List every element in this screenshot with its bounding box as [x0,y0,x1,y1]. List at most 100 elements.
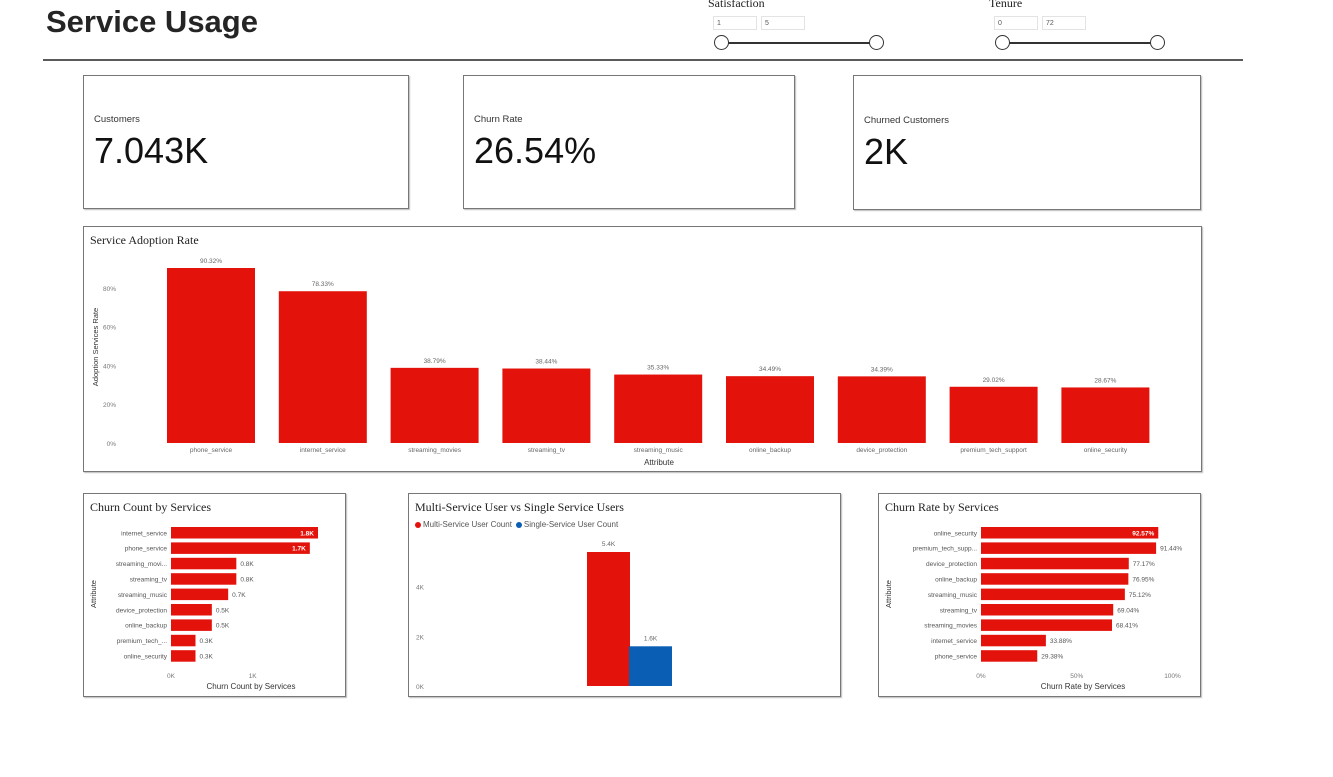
data-label: 33.88% [1050,638,1072,645]
data-label: 90.32% [200,258,222,265]
churn-rate-chart-card[interactable]: Churn Rate by Services online_security 92… [878,493,1201,697]
bar-single-service[interactable] [629,646,672,686]
bar-row[interactable] [981,527,1159,539]
y-axis-title: Adoption Services Rate [91,308,100,386]
bar-device_protection[interactable] [837,376,926,443]
x-tick-label: streaming_music [634,447,684,454]
multi-vs-single-chart-card[interactable]: Multi-Service User vs Single Service Use… [408,493,841,697]
legend-label: Single-Service User Count [523,520,619,529]
bar-row[interactable] [171,619,212,631]
y-tick-label: device_protection [926,561,977,568]
tenure-slider-track[interactable] [1002,42,1158,44]
bar-row[interactable] [981,557,1129,570]
satisfaction-max-input[interactable]: 5 [761,16,805,30]
bar-row[interactable] [981,573,1129,585]
data-label: 92.57% [1132,530,1154,537]
y-tick-label: 40% [103,363,116,370]
bar-online_backup[interactable] [726,376,814,443]
bar-premium_tech_support[interactable] [949,386,1038,443]
bar-row[interactable] [171,604,212,616]
bar-row[interactable] [981,619,1113,631]
kpi-value: 2K [864,131,909,172]
y-tick-label: 80% [103,286,116,293]
legend-item-multi[interactable]: Multi-Service User Count [415,520,512,529]
bar-row[interactable] [171,557,237,570]
bar-row[interactable] [171,573,237,585]
y-tick-label: streaming_movies [924,623,977,630]
data-label: 0.8K [240,561,254,568]
bar-streaming_movies[interactable] [390,367,479,443]
chart-title: Multi-Service User vs Single Service Use… [415,500,624,514]
y-axis-title: Attribute [89,580,98,608]
data-label: 28.67% [1094,377,1116,384]
x-tick-label: phone_service [190,447,233,454]
x-tick-label: internet_service [300,447,346,454]
data-label: 75.12% [1129,592,1151,599]
x-axis-title: Churn Count by Services [207,682,296,691]
chart-title: Churn Count by Services [90,500,211,514]
kpi-card-customers[interactable]: Customers 7.043K [83,75,409,209]
x-tick-label: 0% [976,673,986,680]
y-tick-label: online_security [124,653,168,660]
data-label: 34.39% [871,366,893,373]
data-label: 5.4K [602,541,616,548]
bar-phone_service[interactable] [167,268,255,443]
tenure-max-handle[interactable] [1150,35,1165,50]
y-tick-label: premium_tech_... [117,638,167,645]
satisfaction-min-handle[interactable] [714,35,729,50]
bar-row[interactable] [981,650,1038,662]
satisfaction-slider-track[interactable] [721,42,877,44]
chart-title: Service Adoption Rate [90,233,199,247]
kpi-label: Customers [94,114,140,125]
kpi-card-churned-customers[interactable]: Churned Customers 2K [853,75,1201,210]
x-tick-label: device_protection [856,447,907,454]
bar-row[interactable] [981,542,1157,554]
y-tick-label: streaming_music [928,592,978,599]
service-adoption-chart-card[interactable]: Service Adoption Rate 0% 20% 40% 60% 80% 90.3… [83,226,1202,472]
bar-row[interactable] [981,634,1046,647]
bar-row[interactable] [171,634,196,647]
y-tick-label: 0K [416,684,425,691]
data-label: 76.95% [1132,576,1154,583]
churn-count-chart: internet_service 1.8K phone_service 1.7K str… [89,527,318,691]
satisfaction-min-input[interactable]: 1 [713,16,757,30]
bar-row[interactable] [171,542,310,554]
y-tick-label: 0% [107,441,117,448]
bar-row[interactable] [171,527,318,539]
chart-title: Churn Rate by Services [885,500,999,514]
data-label: 0.5K [216,607,230,614]
y-tick-label: 20% [103,402,116,409]
churn-count-chart-card[interactable]: Churn Count by Services internet_service… [83,493,346,697]
data-label: 1.8K [300,530,314,537]
tenure-max-input[interactable]: 72 [1042,16,1086,30]
kpi-card-churn-rate[interactable]: Churn Rate 26.54% [463,75,795,209]
kpi-label: Churn Rate [474,114,523,125]
tenure-min-input[interactable]: 0 [994,16,1038,30]
bar-row[interactable] [981,588,1125,601]
y-tick-label: internet_service [931,638,977,645]
bar-row[interactable] [171,650,196,662]
data-label: 0.7K [232,592,246,599]
satisfaction-slicer-label: Satisfaction [708,0,765,10]
bar-streaming_music[interactable] [614,374,703,443]
bar-row[interactable] [171,588,229,601]
y-tick-label: phone_service [935,653,978,660]
bar-online_security[interactable] [1061,387,1150,443]
churn-rate-chart: online_security 92.57% premium_tech_supp..… [884,527,1182,691]
data-label: 0.5K [216,623,230,630]
bar-internet_service[interactable] [278,291,367,443]
y-tick-label: device_protection [116,607,167,614]
bar-multi-service[interactable] [587,552,630,686]
x-tick-label: premium_tech_support [960,447,1027,454]
y-tick-label: 4K [416,585,425,592]
data-label: 34.49% [759,366,781,373]
legend-item-single[interactable]: Single-Service User Count [515,520,619,529]
bar-streaming_tv[interactable] [502,368,591,443]
tenure-min-handle[interactable] [995,35,1010,50]
x-tick-label: 100% [1164,673,1181,680]
satisfaction-max-handle[interactable] [869,35,884,50]
x-tick-label: 1K [249,673,258,680]
x-tick-label: 50% [1070,673,1083,680]
kpi-value: 26.54% [474,130,597,171]
bar-row[interactable] [981,604,1114,616]
